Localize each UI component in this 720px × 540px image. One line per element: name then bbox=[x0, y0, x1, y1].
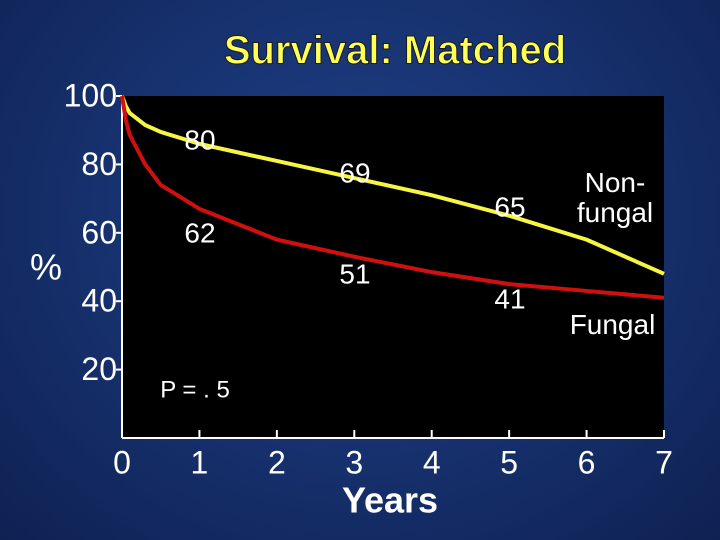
chart-title: Survival: Matched bbox=[224, 29, 566, 73]
annotation: 51 bbox=[339, 258, 370, 289]
line bbox=[120, 95, 665, 300]
y-tick-label: 20 bbox=[81, 351, 117, 387]
annotation: 62 bbox=[184, 217, 215, 248]
y-tick-label: 60 bbox=[81, 214, 117, 250]
series-label: Fungal bbox=[569, 309, 656, 340]
x-tick-label: 6 bbox=[578, 444, 596, 480]
x-axis-label: Years bbox=[342, 480, 438, 521]
line bbox=[120, 95, 665, 276]
annotation: 65 bbox=[494, 191, 525, 222]
x-tick-label: 4 bbox=[423, 444, 441, 480]
y-tick-label: 80 bbox=[81, 146, 117, 182]
x-tick-label: 5 bbox=[500, 444, 518, 480]
annotation: 80 bbox=[184, 124, 215, 155]
y-tick-label: 40 bbox=[81, 283, 117, 319]
annotation: P = . 5 bbox=[160, 376, 230, 403]
annotation: 69 bbox=[339, 157, 370, 188]
x-tick-label: 3 bbox=[345, 444, 363, 480]
y-axis-label: % bbox=[30, 247, 62, 288]
x-tick-label: 2 bbox=[268, 444, 286, 480]
y-tick-label: 100 bbox=[64, 77, 117, 113]
series-label: Non-fungal bbox=[576, 167, 654, 228]
annotation: 41 bbox=[494, 283, 525, 314]
x-tick-label: 0 bbox=[113, 444, 131, 480]
x-tick-label: 1 bbox=[191, 444, 209, 480]
x-tick-label: 7 bbox=[655, 444, 673, 480]
plot-area bbox=[122, 96, 664, 438]
